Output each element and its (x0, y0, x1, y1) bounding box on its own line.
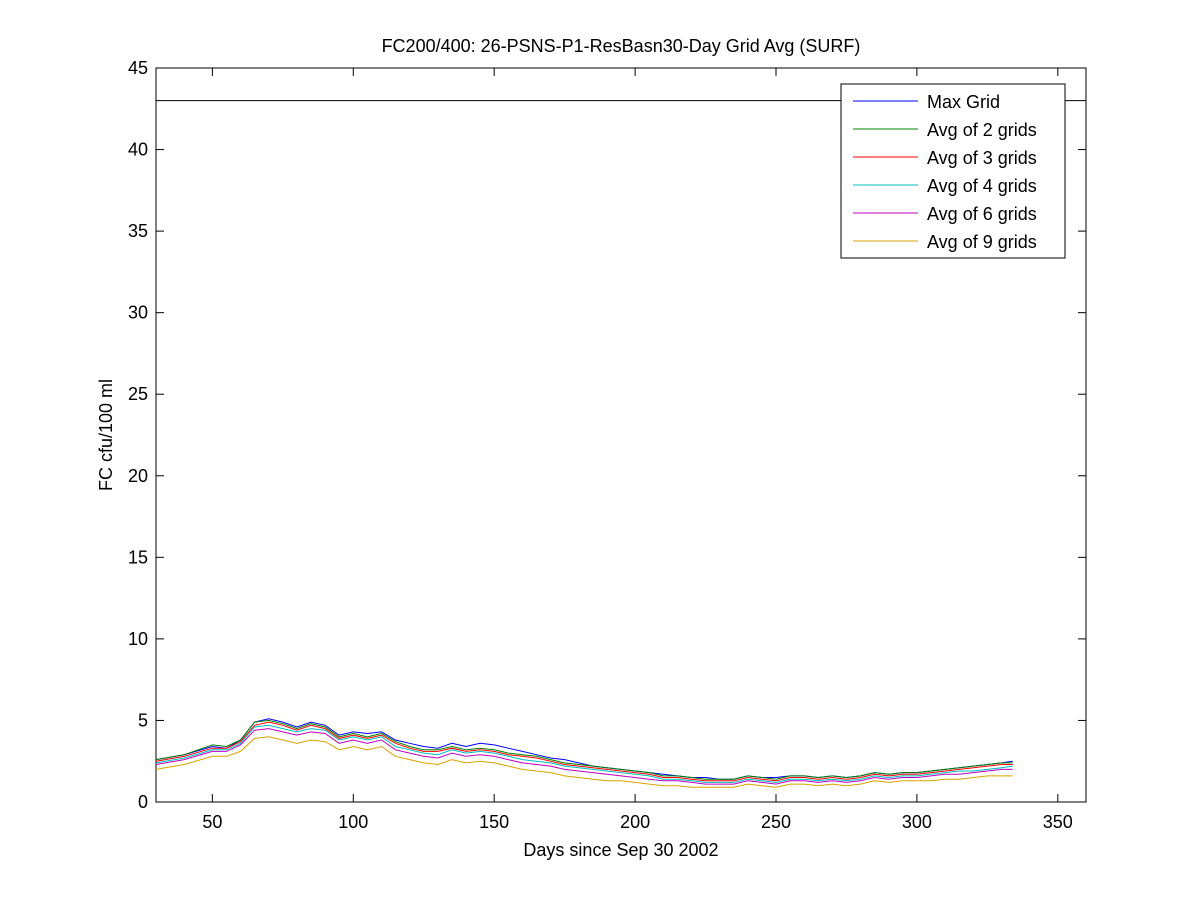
y-tick-label: 15 (128, 547, 148, 567)
legend-label: Avg of 4 grids (927, 176, 1037, 196)
y-tick-label: 25 (128, 384, 148, 404)
x-tick-label: 250 (761, 812, 791, 832)
x-tick-label: 150 (479, 812, 509, 832)
x-tick-label: 100 (338, 812, 368, 832)
legend-label: Avg of 6 grids (927, 204, 1037, 224)
x-tick-label: 200 (620, 812, 650, 832)
legend-label: Max Grid (927, 92, 1000, 112)
x-tick-label: 350 (1043, 812, 1073, 832)
y-tick-label: 40 (128, 140, 148, 160)
legend-label: Avg of 9 grids (927, 232, 1037, 252)
legend-label: Avg of 3 grids (927, 148, 1037, 168)
y-tick-label: 20 (128, 466, 148, 486)
series-lines (155, 718, 1013, 788)
x-tick-label: 50 (202, 812, 222, 832)
axis-ticks: 50 100 150 200 250 300 350 0 5 10 15 20 25 30 35 40 45 (128, 58, 1086, 832)
chart-title: FC200/400: 26-PSNS-P1-ResBasn30-Day Grid… (382, 36, 861, 56)
y-tick-label: 5 (138, 710, 148, 730)
y-tick-label: 30 (128, 303, 148, 323)
series-line (155, 728, 1013, 785)
legend-box (840, 83, 1066, 259)
legend: Max Grid Avg of 2 grids Avg of 3 grids Avg … (840, 83, 1066, 259)
series-line (155, 721, 1013, 782)
x-tick-label: 300 (902, 812, 932, 832)
y-tick-label: 35 (128, 221, 148, 241)
series-line (155, 719, 1013, 780)
series-line (155, 736, 1013, 788)
y-axis-title: FC cfu/100 ml (96, 379, 116, 491)
legend-label: Avg of 2 grids (927, 120, 1037, 140)
y-tick-label: 45 (128, 58, 148, 78)
series-line (155, 724, 1013, 783)
x-axis-title: Days since Sep 30 2002 (523, 840, 718, 860)
y-tick-label: 10 (128, 629, 148, 649)
y-tick-label: 0 (138, 792, 148, 812)
